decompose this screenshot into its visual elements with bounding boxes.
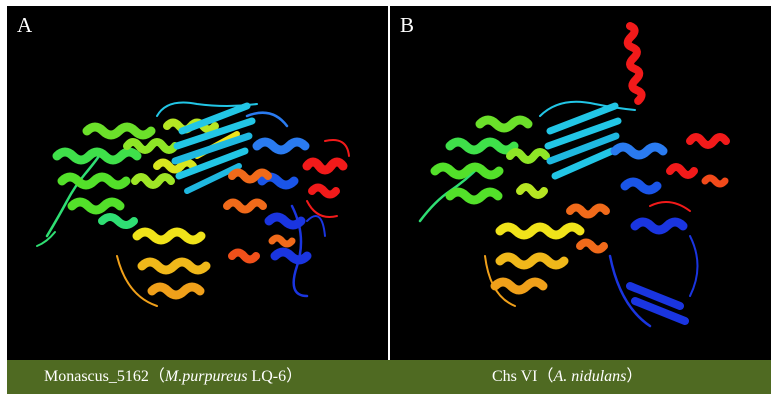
protein-structure-a <box>36 101 350 307</box>
caption-b-open-paren: （ <box>537 368 554 385</box>
panel-b: B <box>390 6 771 360</box>
panel-a: A <box>7 6 388 360</box>
caption-a-close-paren: ） <box>286 368 303 385</box>
caption-a-species: M.purpureus <box>164 368 248 385</box>
protein-structure-b <box>418 22 730 328</box>
caption-bar: Monascus_5162（M.purpureus LQ-6） Chs VI（A… <box>7 360 771 394</box>
caption-b-species: A. nidulans <box>553 368 627 385</box>
caption-a-name: Monascus_5162 <box>44 368 149 385</box>
caption-a: Monascus_5162（M.purpureus LQ-6） <box>44 368 302 386</box>
caption-b-name: Chs VI <box>492 368 538 385</box>
caption-b: Chs VI（A. nidulans） <box>492 368 642 386</box>
caption-a-open-paren: （ <box>148 368 165 385</box>
panel-letter-a: A <box>17 13 33 37</box>
panel-letter-b: B <box>400 13 415 37</box>
caption-a-strain: LQ-6 <box>247 368 287 385</box>
caption-b-close-paren: ） <box>626 368 643 385</box>
